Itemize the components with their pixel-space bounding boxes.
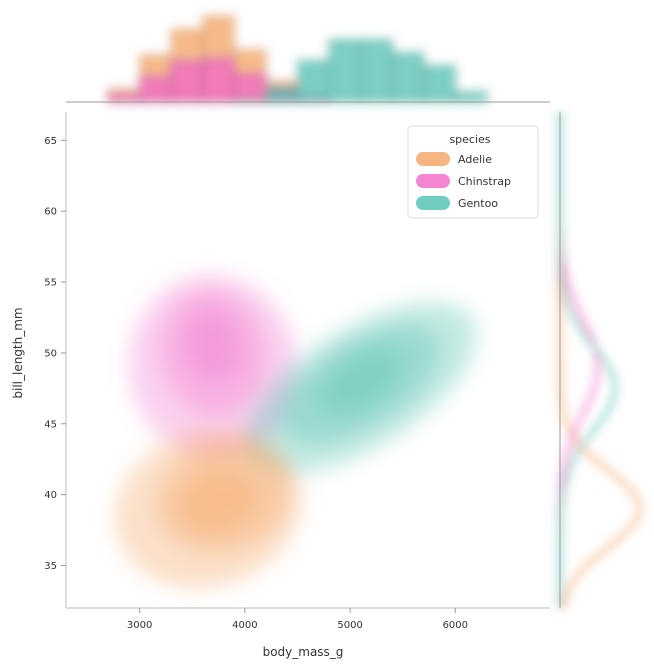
hist-bar-chinstrap [107,93,141,103]
y-tick-label: 45 [44,419,57,430]
legend-label-adelie: Adelie [458,153,492,166]
y-axis-label: bill_length_mm [11,307,25,398]
x-tick-label: 3000 [127,620,152,631]
marginal-kde-gentoo [558,112,617,608]
legend-title: species [449,133,490,146]
y-tick-label: 50 [44,348,57,359]
axes: 3000 4000 5000 6000 35 40 45 50 55 60 65 [44,112,550,631]
x-axis-label: body_mass_g [263,645,344,659]
legend-swatch-adelie [416,152,450,166]
hist-bar-gentoo [296,59,330,103]
hist-bar-gentoo [423,65,456,103]
kde-level-chinstrap [185,310,241,382]
hist-bar-chinstrap [202,57,235,103]
legend-box [407,125,539,219]
y-tick-label: 35 [44,561,57,572]
legend-label-chinstrap: Chinstrap [458,175,511,188]
y-tick-label: 40 [44,490,57,501]
marginal-histogram-x [66,15,550,103]
hist-bar-chinstrap [170,59,204,103]
hist-bar-gentoo [328,38,362,103]
hist-bar-gentoo [454,91,488,103]
kde-level-adelie [179,469,258,534]
legend-swatch-chinstrap [416,174,450,188]
hist-bar-gentoo [391,51,425,103]
kde-density-layer [114,275,477,589]
hist-bar-chinstrap [139,75,172,103]
hist-bar-chinstrap [233,72,267,103]
x-tick-label: 6000 [443,620,468,631]
x-tick-label: 5000 [337,620,362,631]
y-tick-label: 65 [44,136,57,147]
marginal-kde-chinstrap [558,112,600,608]
kde-gentoo [244,302,477,475]
marginal-kde-adelie [558,112,642,609]
hist-bar-gentoo [265,85,298,103]
legend: species Adelie Chinstrap Gentoo [407,125,539,219]
y-tick-label: 55 [44,278,57,289]
kde-adelie [114,429,302,589]
x-tick-label: 4000 [232,620,257,631]
y-tick-label: 60 [44,207,57,218]
legend-swatch-gentoo [416,196,450,210]
main-plot-area: 3000 4000 5000 6000 35 40 45 50 55 60 65 [44,112,550,631]
hist-bar-gentoo [360,38,393,103]
kde-level-gentoo [318,348,403,415]
marginal-kde-y [558,112,642,609]
legend-label-gentoo: Gentoo [458,197,498,210]
